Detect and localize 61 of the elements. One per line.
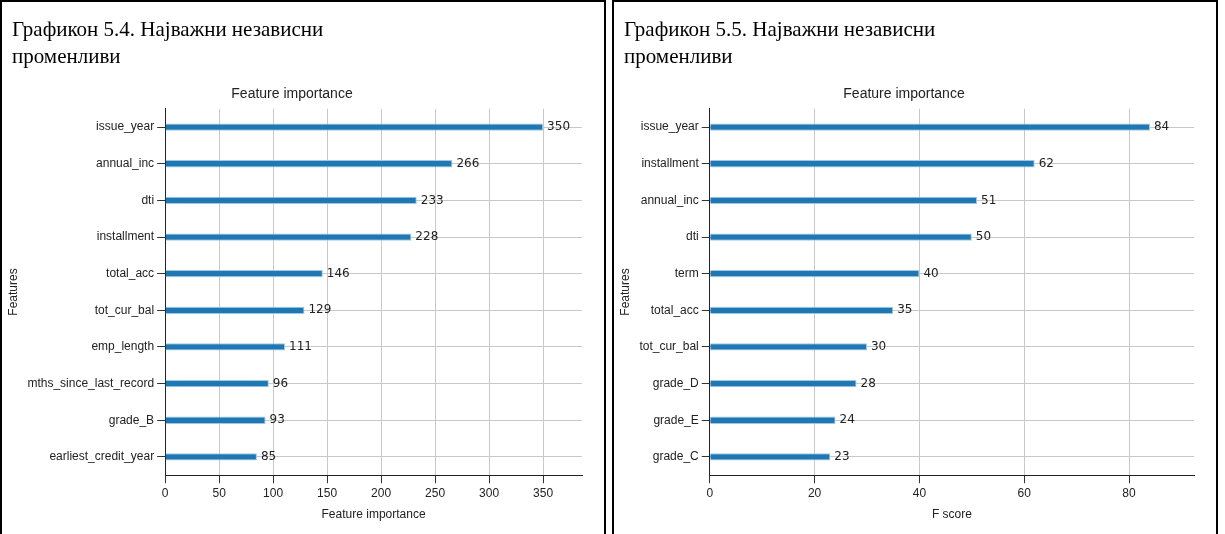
data-label: 62 <box>1038 155 1054 170</box>
y-axis-title: Features <box>5 268 20 316</box>
x-axis-title: F score <box>931 507 973 522</box>
x-tick-label: 80 <box>1122 485 1137 500</box>
data-label: 93 <box>269 412 285 427</box>
x-tick-label: 100 <box>263 485 284 500</box>
y-tick-label: installment <box>96 229 155 244</box>
y-tick-label: issue_year <box>96 119 155 134</box>
data-label: 350 <box>547 119 571 134</box>
x-tick-label: 50 <box>212 485 227 500</box>
y-tick-label: emp_length <box>91 339 155 354</box>
y-tick-label: dti <box>686 229 699 244</box>
data-label: 111 <box>289 339 312 354</box>
data-label: 40 <box>923 265 939 280</box>
y-tick-label: term <box>674 265 699 280</box>
data-label: 85 <box>260 449 277 464</box>
x-tick-label: 20 <box>807 485 822 500</box>
data-label: 228 <box>415 229 439 244</box>
y-tick-label: grade_C <box>652 449 700 464</box>
y-tick-label: grade_B <box>108 412 155 427</box>
data-label: 24 <box>839 412 855 427</box>
x-tick-label: 300 <box>479 485 500 500</box>
x-tick-label: 200 <box>371 485 392 500</box>
data-label: 129 <box>308 302 332 317</box>
y-tick-label: installment <box>641 156 700 171</box>
y-tick-label: mths_since_last_record <box>27 375 155 390</box>
y-tick-label: tot_cur_bal <box>639 339 699 354</box>
data-label: 35 <box>897 302 913 317</box>
y-tick-label: issue_year <box>640 119 699 134</box>
y-tick-label: total_acc <box>650 302 699 317</box>
y-tick-label: annual_inc <box>96 156 155 171</box>
data-label: 266 <box>456 155 480 170</box>
data-label: 146 <box>326 265 350 280</box>
x-tick-label: 350 <box>533 485 554 500</box>
y-tick-label: earliest_credit_year <box>49 449 155 464</box>
chart-title: Графикон 5.5. Најважни независни променливи <box>623 16 937 70</box>
x-tick-label: 40 <box>912 485 927 500</box>
data-label: 50 <box>975 229 992 244</box>
chart-title: Графикон 5.4. Најважни независни променливи <box>11 16 325 70</box>
x-tick-label: 250 <box>425 485 446 500</box>
y-tick-label: annual_inc <box>640 192 699 207</box>
chart-subtitle: Feature importance <box>843 85 965 102</box>
y-tick-label: dti <box>141 192 155 207</box>
data-label: 96 <box>272 375 289 390</box>
data-label: 51 <box>981 192 997 207</box>
data-label: 233 <box>420 192 444 207</box>
x-tick-label: 150 <box>317 485 338 500</box>
y-tick-label: grade_D <box>652 375 700 390</box>
y-tick-label: total_acc <box>106 265 155 280</box>
x-axis-title: Feature importance <box>321 507 426 522</box>
data-label: 84 <box>1153 119 1170 134</box>
y-tick-label: tot_cur_bal <box>94 302 155 317</box>
chart-subtitle: Feature importance <box>231 85 353 102</box>
y-axis-title: Features <box>617 268 632 316</box>
data-label: 30 <box>870 339 887 354</box>
data-label: 23 <box>834 449 850 464</box>
x-tick-label: 0 <box>706 485 714 500</box>
x-tick-label: 0 <box>161 485 169 500</box>
data-label: 28 <box>860 375 876 390</box>
x-tick-label: 60 <box>1017 485 1032 500</box>
y-tick-label: grade_E <box>653 412 699 427</box>
